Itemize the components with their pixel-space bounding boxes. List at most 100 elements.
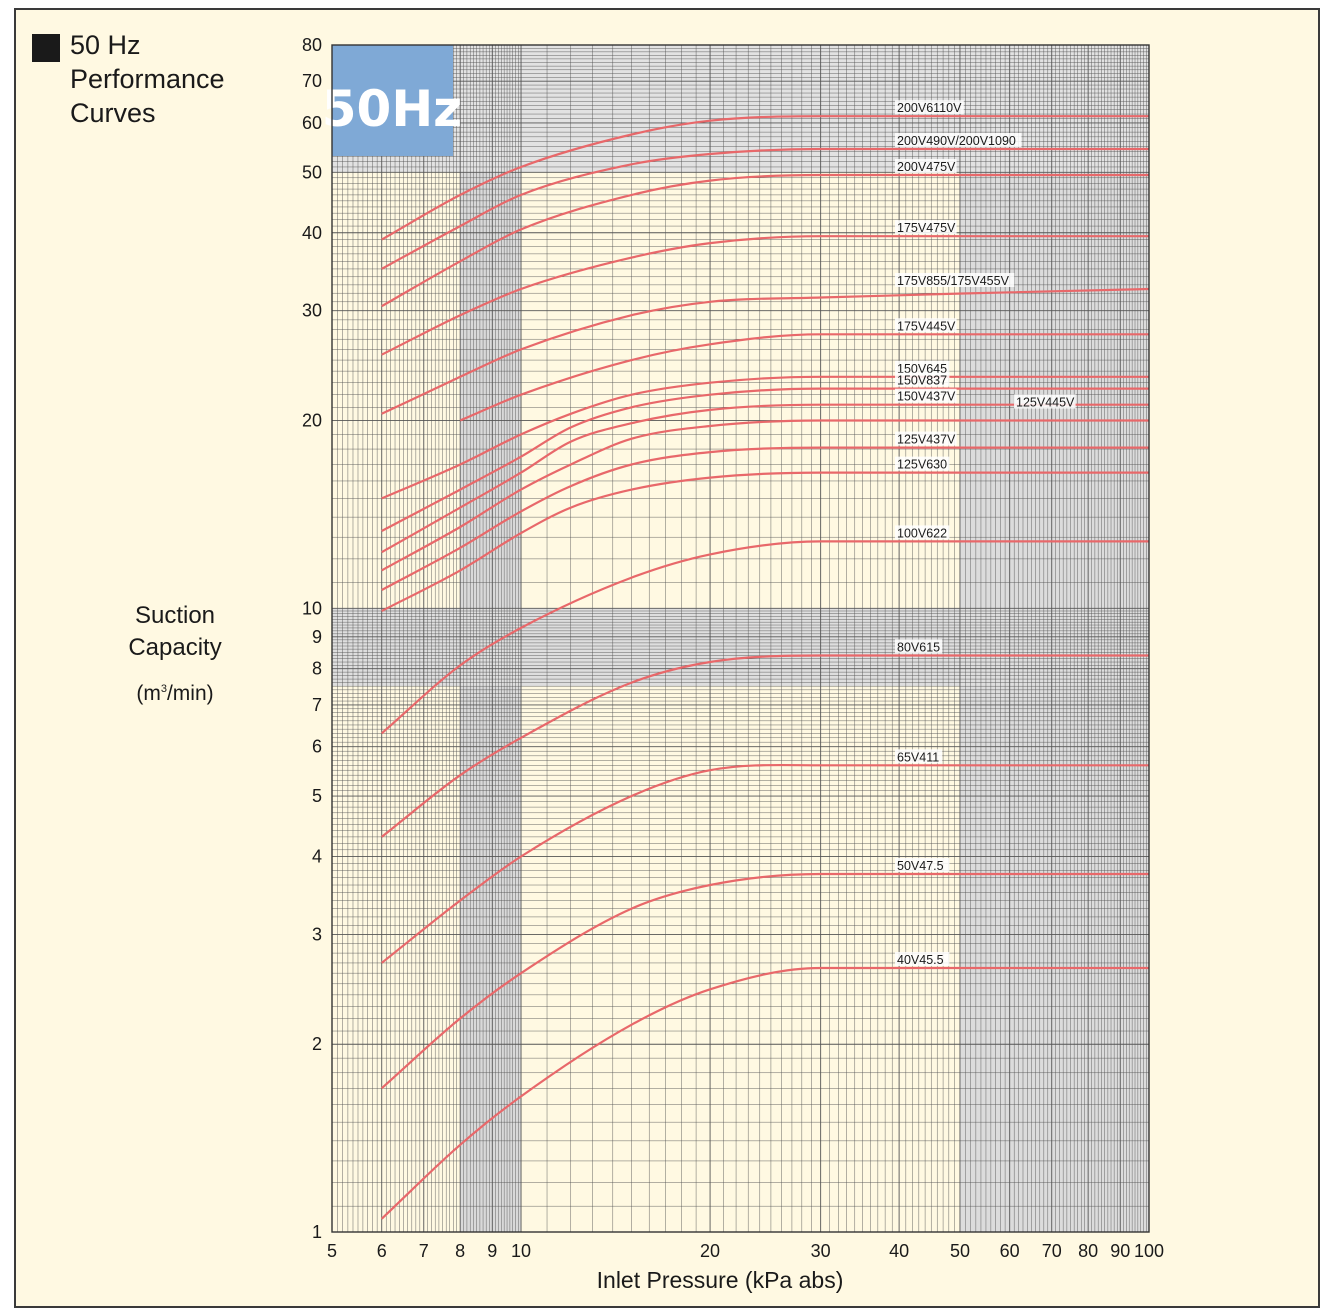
series-label: 40V45.5 xyxy=(897,953,944,967)
series-label-bg xyxy=(895,639,943,654)
x-tick-label: 50 xyxy=(950,1241,970,1261)
y-tick-label: 2 xyxy=(312,1034,322,1054)
y-tick-label: 5 xyxy=(312,786,322,806)
series-label-bg xyxy=(1014,394,1076,409)
heading-frequency: 50 Hz xyxy=(70,30,141,60)
series-label: 175V855/175V455V xyxy=(897,274,1010,288)
series-labels: 200V6110V 200V490V/200V1090 200V475V 175V47… xyxy=(895,100,1076,967)
series-line xyxy=(381,287,1150,415)
series-label: 100V622 xyxy=(897,526,947,540)
series-line xyxy=(380,966,1149,1220)
x-tick-label: 70 xyxy=(1042,1241,1062,1261)
series-line xyxy=(381,387,1149,532)
y-tick-label: 6 xyxy=(312,737,322,757)
x-tick-label: 90 xyxy=(1110,1241,1130,1261)
series-label: 80V615 xyxy=(897,641,940,655)
y-tick-label: 10 xyxy=(302,598,322,618)
y-tick-label: 3 xyxy=(312,924,322,944)
y-axis-label-line-2: Capacity xyxy=(128,634,222,661)
x-tick-label: 100 xyxy=(1134,1241,1164,1261)
series-label-bg xyxy=(895,372,950,387)
series-label-bg xyxy=(895,220,957,235)
series-label-bg xyxy=(895,273,1015,288)
heading-line-2: Curves xyxy=(70,98,156,128)
y-axis-ticks: 1 2 3 4 5 6 7 8 9 10 20 30 40 50 60 70 80 xyxy=(302,35,322,1242)
series-label-bg xyxy=(895,318,957,333)
series-label: 200V475V xyxy=(897,160,956,174)
series-line xyxy=(380,872,1149,1090)
x-tick-label: 6 xyxy=(377,1241,387,1261)
x-tick-label: 30 xyxy=(811,1241,831,1261)
series-label-bg xyxy=(895,952,950,967)
x-tick-label: 10 xyxy=(511,1241,531,1261)
shade-band-y xyxy=(332,608,1149,687)
y-tick-label: 8 xyxy=(312,659,322,679)
badge-text: 50Hz xyxy=(322,80,463,138)
x-tick-label: 5 xyxy=(327,1241,337,1261)
series-line xyxy=(381,471,1149,612)
x-tick-label: 60 xyxy=(1000,1241,1020,1261)
badge-background xyxy=(332,45,453,156)
series-label: 175V445V xyxy=(897,319,956,333)
x-tick-label: 80 xyxy=(1078,1241,1098,1261)
series-line xyxy=(381,403,1149,554)
series-line xyxy=(381,763,1149,964)
y-tick-label: 20 xyxy=(302,411,322,431)
x-tick-label: 7 xyxy=(419,1241,429,1261)
series-line xyxy=(381,419,1149,572)
heading-square-icon xyxy=(32,34,60,62)
y-tick-label: 7 xyxy=(312,695,322,715)
y-axis-label-line-1: Suction xyxy=(134,602,216,629)
y-tick-label: 80 xyxy=(302,35,322,55)
series-label-bg xyxy=(895,388,957,403)
y-tick-label: 30 xyxy=(302,301,322,321)
series-label: 200V490V/200V1090 xyxy=(897,134,1016,148)
series-line xyxy=(381,147,1149,270)
series-label: 150V645 xyxy=(897,362,947,376)
series-line xyxy=(381,173,1149,308)
shaded-grid-bands xyxy=(332,45,1149,1232)
series-label: 200V6110V xyxy=(897,101,962,115)
series-label: 65V411 xyxy=(897,750,939,764)
series-curves xyxy=(380,115,1150,1220)
series-label: 50V47.5 xyxy=(897,859,944,873)
series-line xyxy=(381,446,1149,591)
x-tick-label: 40 xyxy=(889,1241,909,1261)
series-label: 150V437V xyxy=(897,390,956,404)
series-label-bg xyxy=(895,431,957,446)
series-line xyxy=(381,654,1149,838)
y-axis-unit-prefix: (m xyxy=(136,682,161,705)
x-tick-label: 20 xyxy=(700,1241,720,1261)
chart-grid xyxy=(331,44,1150,1233)
y-axis-unit-sup: 3 xyxy=(160,683,167,695)
series-line xyxy=(380,540,1149,735)
y-axis-unit: (m3/min) xyxy=(100,682,250,706)
series-label: 150V837 xyxy=(897,374,947,388)
series-label-bg xyxy=(895,749,943,764)
y-axis-unit-suffix: /min) xyxy=(166,682,214,705)
x-tick-label: 8 xyxy=(455,1241,465,1261)
series-label-bg xyxy=(895,456,950,471)
series-label-bg xyxy=(895,857,950,872)
y-tick-label: 9 xyxy=(312,627,322,647)
y-tick-label: 50 xyxy=(302,162,322,182)
y-tick-label: 4 xyxy=(312,846,322,866)
series-line xyxy=(459,333,1149,422)
series-label: 175V475V xyxy=(897,221,956,235)
series-label: 125V437V xyxy=(897,433,956,447)
y-tick-label: 1 xyxy=(312,1222,322,1242)
frequency-badge: 50Hz xyxy=(322,45,463,156)
series-label-bg xyxy=(895,100,964,115)
y-axis-label: Suction Capacity (m3/min) xyxy=(100,600,250,706)
y-tick-label: 70 xyxy=(302,71,322,91)
series-label-bg xyxy=(895,132,1022,147)
heading-line-1: Performance xyxy=(70,64,225,94)
x-tick-label: 9 xyxy=(487,1241,497,1261)
series-label-bg xyxy=(895,360,950,375)
series-line xyxy=(381,115,1149,241)
series-line xyxy=(381,235,1149,356)
y-tick-label: 40 xyxy=(302,223,322,243)
plot-border xyxy=(331,44,1150,1233)
y-tick-label: 60 xyxy=(302,113,322,133)
